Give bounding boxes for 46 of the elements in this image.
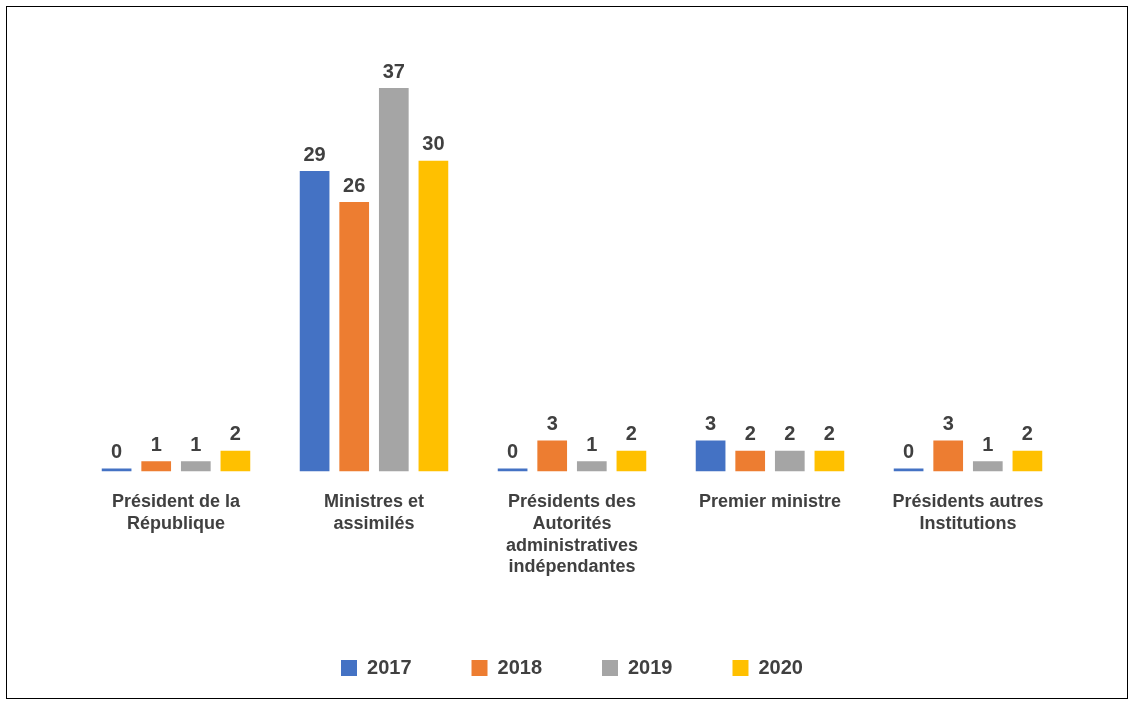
bar [695, 440, 726, 472]
data-label: 0 [903, 440, 915, 463]
data-label: 3 [705, 412, 717, 435]
data-label: 2 [784, 422, 796, 445]
data-label: 2 [1021, 422, 1033, 445]
x-tick-label: Ministres et assimilés [323, 491, 425, 533]
x-tick-label: Premier ministre [698, 491, 842, 512]
data-label: 37 [382, 59, 405, 82]
legend-label: 2017 [367, 655, 412, 678]
data-label: 1 [586, 432, 598, 455]
bar [576, 461, 607, 472]
data-label: 2 [823, 422, 835, 445]
data-label: 1 [190, 432, 202, 455]
bar [735, 450, 766, 472]
data-label: 1 [982, 432, 994, 455]
bar [378, 88, 409, 472]
bar [616, 450, 647, 472]
bar [933, 440, 964, 472]
bar [220, 450, 251, 472]
data-label: 2 [744, 422, 756, 445]
legend-label: 2020 [758, 655, 803, 678]
x-tick-label: Présidents autres Institutions [892, 491, 1044, 533]
data-label: 30 [422, 132, 445, 155]
data-label: 0 [507, 440, 519, 463]
bar [972, 461, 1003, 472]
data-label: 3 [942, 412, 954, 435]
data-label: 2 [625, 422, 637, 445]
data-label: 3 [546, 412, 558, 435]
bar [537, 440, 568, 472]
bar [1012, 450, 1043, 472]
legend-label: 2019 [628, 655, 673, 678]
x-tick-label: Président de la République [111, 491, 242, 533]
data-label: 1 [150, 432, 162, 455]
bar [814, 450, 845, 472]
bar [418, 160, 449, 472]
bar [339, 202, 370, 472]
data-label: 29 [303, 142, 326, 165]
data-label: 26 [343, 173, 366, 196]
x-tick-label: Présidents des Autorités administratives indépendantes [505, 491, 639, 577]
legend-label: 2018 [497, 655, 543, 678]
bar [774, 450, 805, 472]
bar [141, 461, 172, 472]
data-label: 0 [111, 440, 123, 463]
bar [299, 171, 330, 472]
bar [180, 461, 211, 472]
data-label: 2 [229, 422, 241, 445]
